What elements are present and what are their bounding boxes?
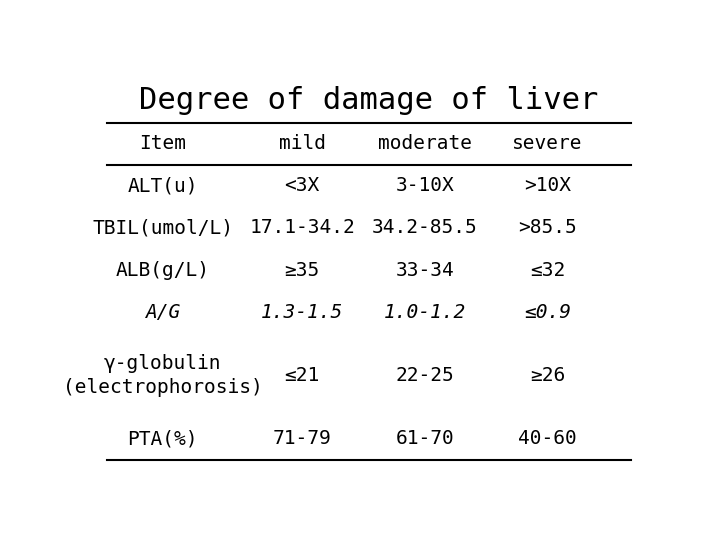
Text: mild: mild [279,134,325,153]
Text: ALB(g/L): ALB(g/L) [115,260,210,280]
Text: severe: severe [513,134,582,153]
Text: A/G: A/G [145,303,180,322]
Text: ≥35: ≥35 [284,260,320,280]
Text: >85.5: >85.5 [518,218,577,238]
Text: 22-25: 22-25 [395,366,454,385]
Text: 34.2-85.5: 34.2-85.5 [372,218,477,238]
Text: 61-70: 61-70 [395,429,454,448]
Text: ≥26: ≥26 [530,366,565,385]
Text: >10X: >10X [524,176,571,195]
Text: 40-60: 40-60 [518,429,577,448]
Text: ≤0.9: ≤0.9 [524,303,571,322]
Text: 71-79: 71-79 [273,429,331,448]
Text: γ-globulin
(electrophorosis): γ-globulin (electrophorosis) [63,354,262,397]
Text: ≤32: ≤32 [530,260,565,280]
Text: moderate: moderate [378,134,472,153]
Text: PTA(%): PTA(%) [127,429,198,448]
Text: 17.1-34.2: 17.1-34.2 [249,218,355,238]
Text: ≤21: ≤21 [284,366,320,385]
Text: 3-10X: 3-10X [395,176,454,195]
Text: Degree of damage of liver: Degree of damage of liver [139,85,599,114]
Text: 1.0-1.2: 1.0-1.2 [384,303,466,322]
Text: Item: Item [139,134,186,153]
Text: 33-34: 33-34 [395,260,454,280]
Text: 1.3-1.5: 1.3-1.5 [261,303,343,322]
Text: ALT(u): ALT(u) [127,176,198,195]
Text: <3X: <3X [284,176,320,195]
Text: TBIL(umol/L): TBIL(umol/L) [92,218,233,238]
